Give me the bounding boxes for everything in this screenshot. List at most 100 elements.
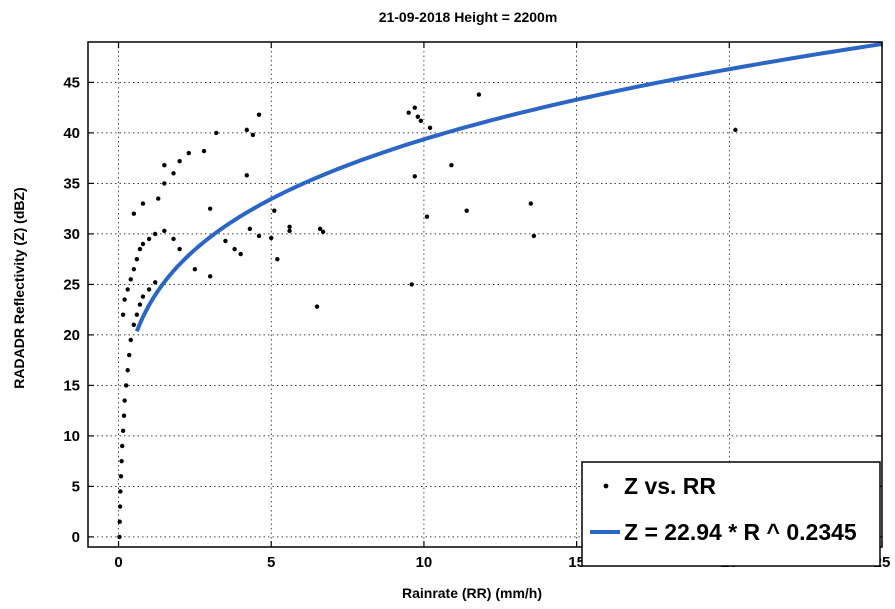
data-point [125, 287, 130, 292]
data-point [117, 519, 122, 524]
data-point [269, 235, 274, 241]
x-tick-label: 0 [114, 554, 122, 571]
data-point [272, 208, 277, 213]
data-point [232, 246, 237, 252]
data-point [250, 132, 256, 138]
data-point [418, 118, 424, 123]
legend: Z vs. RR Z = 22.94 * R ^ 0.2345 [581, 461, 881, 567]
data-point [128, 277, 133, 282]
data-point [247, 226, 253, 232]
data-point [171, 171, 176, 176]
scatter-points [117, 92, 738, 540]
data-point [412, 174, 417, 179]
data-point [162, 163, 167, 168]
data-point [171, 236, 176, 242]
y-tick-label: 25 [63, 276, 80, 293]
data-point [162, 228, 167, 234]
data-point [427, 125, 433, 131]
data-point [476, 92, 482, 97]
data-point [120, 428, 126, 434]
data-point [177, 158, 182, 164]
data-point [123, 383, 129, 388]
data-point [415, 114, 421, 119]
data-point [122, 297, 127, 302]
data-point [140, 241, 146, 247]
data-point [131, 267, 137, 272]
y-tick-label: 30 [63, 226, 80, 243]
data-point [137, 246, 143, 252]
data-point [244, 173, 249, 178]
data-point [320, 229, 326, 235]
data-point [223, 238, 228, 244]
data-point [528, 201, 534, 206]
y-tick-label: 15 [63, 377, 80, 394]
x-tick-label: 15 [568, 554, 585, 571]
data-point [125, 368, 130, 373]
data-point [207, 206, 213, 211]
data-point [117, 504, 123, 509]
data-point [127, 352, 132, 358]
data-point [275, 256, 280, 262]
data-point [118, 474, 124, 479]
data-point [152, 231, 158, 237]
data-point [146, 236, 152, 242]
data-point [409, 282, 414, 287]
data-point [120, 312, 126, 317]
data-point [531, 233, 537, 239]
data-point [156, 196, 161, 201]
data-point [256, 112, 262, 117]
legend-label-fit: Z = 22.94 * R ^ 0.2345 [624, 519, 857, 545]
data-point [121, 413, 127, 418]
data-point [177, 246, 182, 252]
y-tick-label: 35 [63, 175, 80, 192]
data-point [137, 302, 143, 307]
data-point [244, 127, 249, 133]
data-point [134, 256, 140, 262]
data-point [117, 534, 122, 540]
y-tick-label: 40 [63, 125, 80, 142]
chart-title: 21-09-2018 Height = 2200m [379, 9, 558, 25]
data-point [146, 287, 152, 292]
data-point [131, 211, 137, 216]
legend-box [581, 461, 881, 567]
data-point [162, 181, 167, 186]
data-point [238, 251, 243, 257]
data-point [119, 458, 124, 464]
axis-ticks: 0510152025051015202530354045 [63, 42, 890, 571]
data-point [464, 208, 469, 213]
y-tick-label: 10 [63, 428, 80, 445]
data-point [192, 267, 198, 272]
data-point [128, 337, 133, 343]
plot-frame [87, 41, 883, 548]
y-tick-label: 45 [63, 74, 80, 91]
data-point [134, 312, 140, 317]
data-point [201, 148, 207, 154]
data-point [314, 304, 320, 309]
data-point [152, 280, 158, 285]
data-point [406, 110, 411, 115]
data-point [122, 398, 127, 403]
legend-marker-scatter [603, 483, 609, 489]
data-point [214, 130, 219, 136]
data-point [118, 489, 123, 494]
data-point [287, 228, 292, 234]
data-point [207, 274, 213, 279]
data-point [424, 214, 430, 219]
legend-label-scatter: Z vs. RR [624, 473, 716, 499]
y-axis-label: RADADR Reflectivity (Z) (dBZ) [11, 187, 27, 388]
x-tick-label: 10 [416, 554, 433, 571]
x-axis-label: Rainrate (RR) (mm/h) [402, 585, 542, 601]
y-tick-label: 20 [63, 327, 80, 344]
data-point [120, 443, 125, 449]
y-tick-label: 0 [72, 529, 80, 546]
x-tick-label: 5 [267, 554, 275, 571]
data-point [140, 294, 146, 299]
data-point [131, 322, 137, 327]
data-point [412, 105, 417, 110]
y-tick-label: 5 [72, 478, 80, 495]
data-point [256, 233, 262, 239]
fit-line [134, 42, 883, 333]
data-point [317, 226, 323, 232]
data-point [733, 127, 738, 133]
